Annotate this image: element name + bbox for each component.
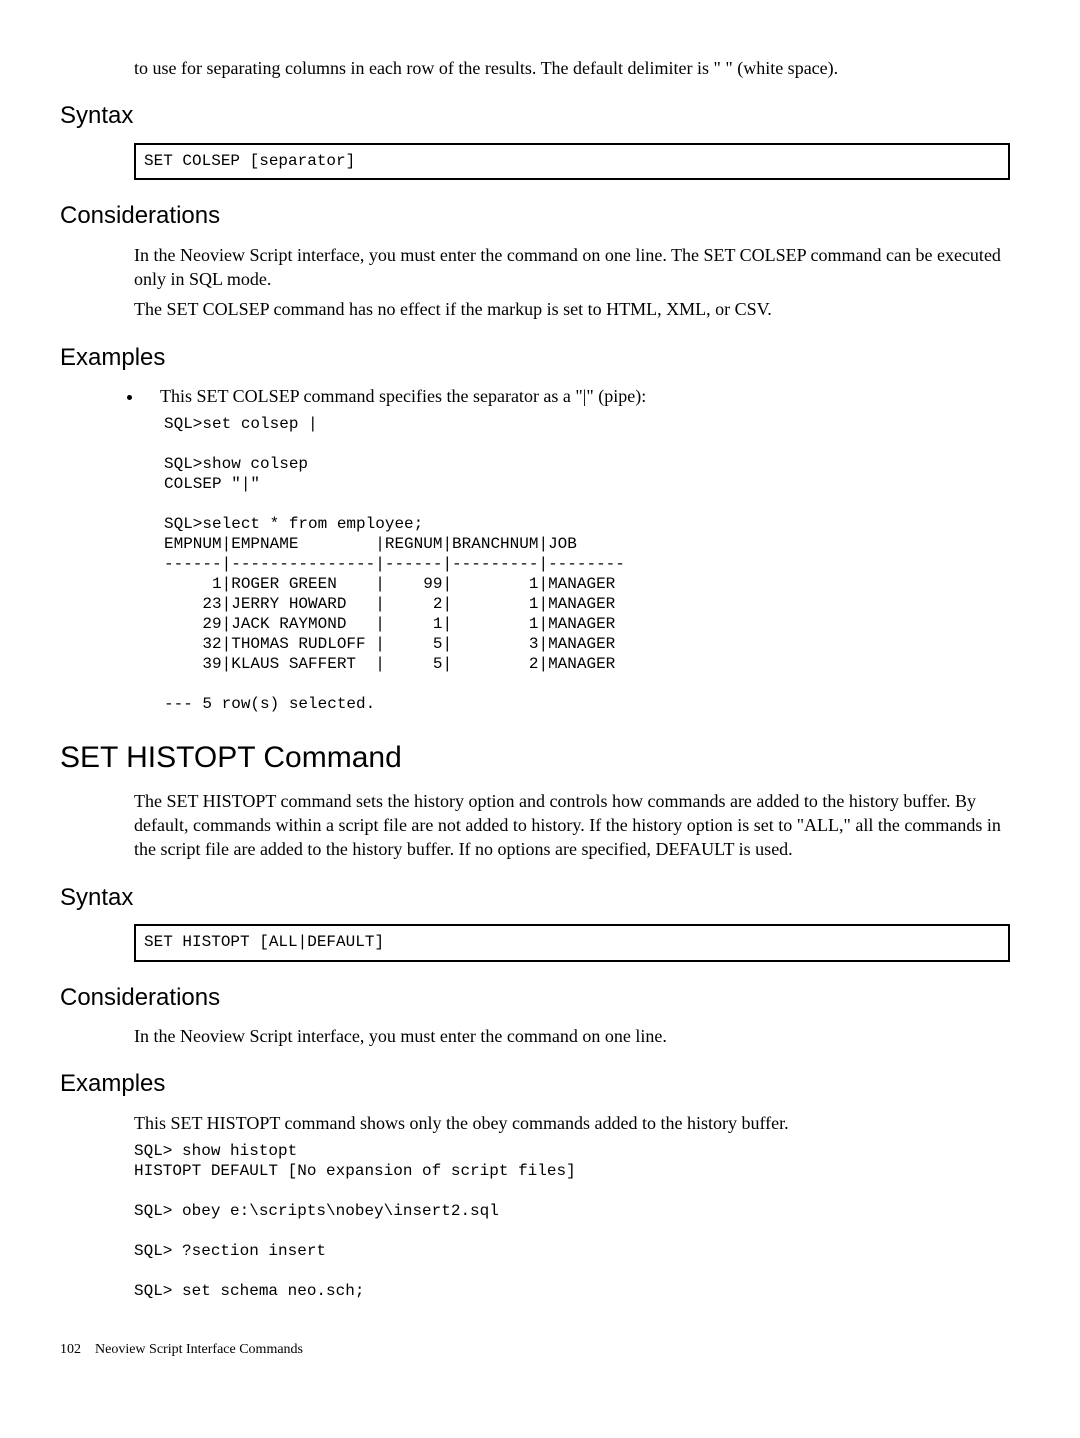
examples1-list: This SET COLSEP command specifies the se… (144, 384, 1020, 408)
syntax-code-2: SET HISTOPT [ALL|DEFAULT] (134, 924, 1010, 962)
syntax-heading-1: Syntax (60, 100, 1020, 132)
histopt-p1: The SET HISTOPT command sets the history… (134, 789, 1020, 862)
examples2-p1: This SET HISTOPT command shows only the … (134, 1111, 1020, 1135)
footer-title: Neoview Script Interface Commands (95, 1342, 303, 1357)
considerations2-p1: In the Neoview Script interface, you mus… (134, 1024, 1020, 1048)
considerations1-p1: In the Neoview Script interface, you mus… (134, 243, 1020, 292)
syntax-code-1: SET COLSEP [separator] (134, 143, 1010, 181)
examples1-code: SQL>set colsep | SQL>show colsep COLSEP … (164, 414, 1020, 714)
examples1-bullet: This SET COLSEP command specifies the se… (144, 384, 1020, 408)
syntax-heading-2: Syntax (60, 882, 1020, 914)
page-footer: 102 Neoview Script Interface Commands (60, 1341, 1020, 1360)
histopt-heading: SET HISTOPT Command (60, 738, 1020, 779)
examples-heading-1: Examples (60, 342, 1020, 374)
examples-heading-2: Examples (60, 1068, 1020, 1100)
considerations1-p2: The SET COLSEP command has no effect if … (134, 297, 1020, 321)
intro-paragraph: to use for separating columns in each ro… (134, 56, 1020, 80)
page-number: 102 (60, 1342, 81, 1357)
considerations-heading-2: Considerations (60, 982, 1020, 1014)
considerations-heading-1: Considerations (60, 200, 1020, 232)
examples1-bullet-text: This SET COLSEP command specifies the se… (160, 386, 646, 406)
examples2-code: SQL> show histopt HISTOPT DEFAULT [No ex… (134, 1141, 1020, 1301)
